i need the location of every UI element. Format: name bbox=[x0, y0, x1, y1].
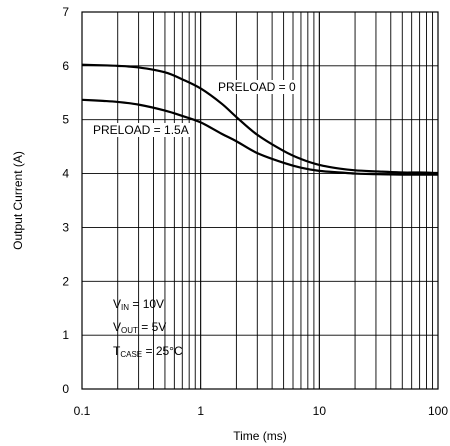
condition-vout: VOUT = 5V bbox=[113, 320, 167, 335]
y-tick-label: 3 bbox=[62, 220, 69, 234]
series-line-2 bbox=[81, 98, 438, 176]
condition-vin: VIN = 10V bbox=[113, 297, 165, 312]
y-tick-labels: 0 1 2 3 4 5 6 7 bbox=[62, 5, 69, 396]
x-tick-label: 0.1 bbox=[74, 404, 91, 418]
y-tick-label: 7 bbox=[62, 5, 69, 19]
plot-frame bbox=[81, 11, 439, 390]
x-tick-label: 1 bbox=[197, 404, 204, 418]
y-tick-label: 5 bbox=[62, 113, 69, 127]
annotation-preload-1-5a: PRELOAD = 1.5A bbox=[91, 123, 191, 137]
x-tick-label: 10 bbox=[313, 404, 327, 418]
y-tick-label: 4 bbox=[62, 167, 69, 181]
series-line-1 bbox=[81, 63, 439, 175]
y-tick-label: 0 bbox=[62, 382, 69, 396]
series-group bbox=[81, 63, 439, 176]
x-axis-label: Time (ms) bbox=[233, 429, 287, 443]
y-axis-label: Output Current (A) bbox=[11, 151, 25, 250]
y-tick-label: 6 bbox=[62, 59, 69, 73]
x-tick-labels: 0.1 1 10 100 bbox=[74, 404, 449, 418]
x-tick-label: 100 bbox=[428, 404, 448, 418]
y-tick-label: 1 bbox=[62, 328, 69, 342]
annotation-preload-0: PRELOAD = 0 bbox=[216, 80, 298, 94]
condition-tcase: TCASE = 25°C bbox=[113, 344, 183, 359]
y-tick-label: 2 bbox=[62, 274, 69, 288]
